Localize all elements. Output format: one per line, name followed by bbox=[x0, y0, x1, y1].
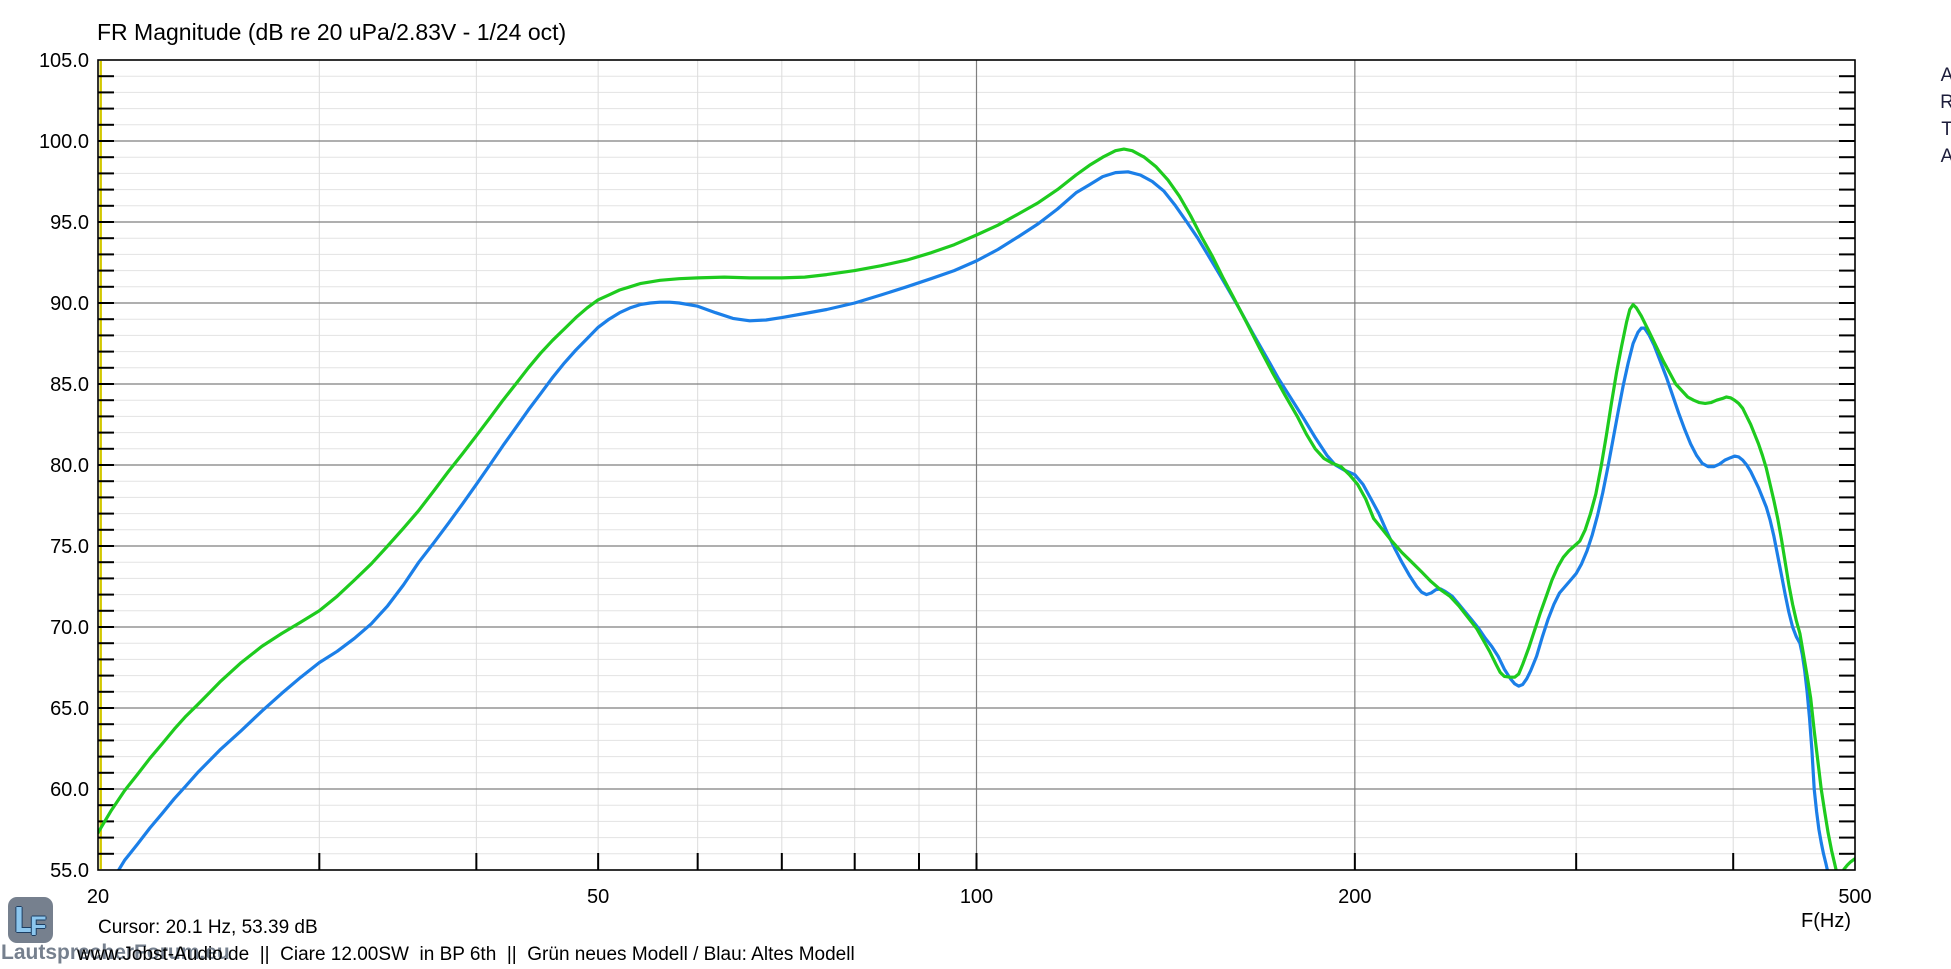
x-axis-label: 500 bbox=[1838, 886, 1871, 908]
y-axis-label: 90.0 bbox=[50, 293, 89, 315]
arta-letter: R bbox=[1940, 92, 1951, 113]
series-curve-green bbox=[98, 147, 1855, 870]
y-axis-label: 85.0 bbox=[50, 374, 89, 396]
measurement-info-line: www.Jobst-Audio.de || Ciare 12.00SW in B… bbox=[77, 944, 855, 965]
logo-letter-l: L bbox=[14, 899, 36, 940]
arta-letter: T bbox=[1941, 119, 1951, 140]
y-axis-label: 100.0 bbox=[39, 131, 89, 153]
chart-title: FR Magnitude (dB re 20 uPa/2.83V - 1/24 … bbox=[97, 19, 567, 45]
plot-border bbox=[97, 59, 1856, 871]
cursor-readout: Cursor: 20.1 Hz, 53.39 dB bbox=[98, 917, 318, 938]
y-axis-label: 60.0 bbox=[50, 779, 89, 801]
logo-letter-f: F bbox=[30, 911, 47, 941]
x-axis-label: 20 bbox=[87, 886, 109, 908]
lautsprecherforum-logo: L F bbox=[8, 897, 53, 943]
x-axis-label: 50 bbox=[587, 886, 609, 908]
y-axis-label: 70.0 bbox=[50, 617, 89, 639]
watermark-text: LautsprecherForum.eu bbox=[1, 941, 230, 964]
series-curve-blue bbox=[116, 170, 1830, 870]
arta-logo: A R T A bbox=[1936, 62, 1951, 170]
y-axis-label: 65.0 bbox=[50, 698, 89, 720]
y-axis-label: 95.0 bbox=[50, 212, 89, 234]
y-axis-label: 55.0 bbox=[50, 860, 89, 882]
x-axis-label: 100 bbox=[960, 886, 993, 908]
arta-letter: A bbox=[1940, 146, 1951, 167]
x-axis-label: 200 bbox=[1338, 886, 1371, 908]
arta-letter: A bbox=[1940, 65, 1951, 86]
y-axis-label: 75.0 bbox=[50, 536, 89, 558]
x-axis-unit-label: F(Hz) bbox=[1801, 910, 1851, 932]
y-axis-label: 80.0 bbox=[50, 455, 89, 477]
y-axis-label: 105.0 bbox=[39, 50, 89, 72]
